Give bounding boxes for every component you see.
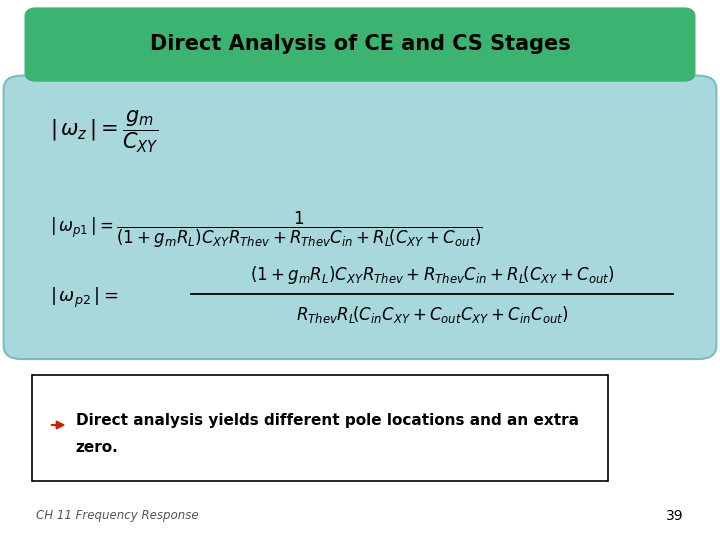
FancyBboxPatch shape [32,375,608,481]
Text: zero.: zero. [76,440,118,455]
FancyBboxPatch shape [25,8,695,81]
Text: $R_{Thev}R_L\!\left(C_{in}C_{XY}+C_{out}C_{XY}+C_{in}C_{out}\right)$: $R_{Thev}R_L\!\left(C_{in}C_{XY}+C_{out}… [295,304,569,325]
Text: $|\,\omega_{p1}\,|= \dfrac{1}{\left(1+g_m R_L\right)C_{XY}R_{Thev} + R_{Thev}C_{: $|\,\omega_{p1}\,|= \dfrac{1}{\left(1+g_… [50,210,483,249]
Text: $|\,\omega_z\,|= \dfrac{g_m}{C_{XY}}$: $|\,\omega_z\,|= \dfrac{g_m}{C_{XY}}$ [50,109,159,156]
Text: 39: 39 [667,509,684,523]
Text: $|\,\omega_{p2}\,|=$: $|\,\omega_{p2}\,|=$ [50,286,119,310]
Text: Direct Analysis of CE and CS Stages: Direct Analysis of CE and CS Stages [150,34,570,55]
Text: Direct analysis yields different pole locations and an extra: Direct analysis yields different pole lo… [76,413,579,428]
FancyBboxPatch shape [4,76,716,359]
Text: $\left(1+g_m R_L\right)C_{XY}R_{Thev} + R_{Thev}C_{in} + R_L\!\left(C_{XY}+C_{ou: $\left(1+g_m R_L\right)C_{XY}R_{Thev} + … [250,265,614,286]
Text: CH 11 Frequency Response: CH 11 Frequency Response [36,509,199,522]
